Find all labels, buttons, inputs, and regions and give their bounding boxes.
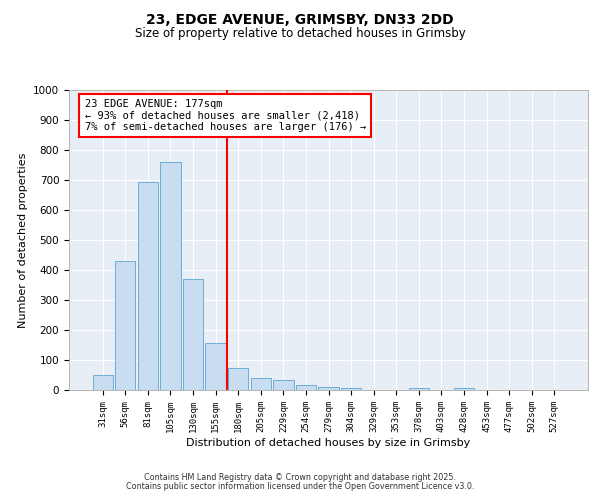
Bar bbox=[454, 388, 474, 390]
Text: Size of property relative to detached houses in Grimsby: Size of property relative to detached ho… bbox=[134, 28, 466, 40]
Bar bbox=[251, 378, 271, 390]
Text: 23, EDGE AVENUE, GRIMSBY, DN33 2DD: 23, EDGE AVENUE, GRIMSBY, DN33 2DD bbox=[146, 12, 454, 26]
Text: Contains HM Land Registry data © Crown copyright and database right 2025.: Contains HM Land Registry data © Crown c… bbox=[144, 473, 456, 482]
X-axis label: Distribution of detached houses by size in Grimsby: Distribution of detached houses by size … bbox=[187, 438, 470, 448]
Bar bbox=[138, 182, 158, 390]
Bar bbox=[319, 387, 338, 390]
Bar bbox=[92, 375, 113, 390]
Text: 23 EDGE AVENUE: 177sqm
← 93% of detached houses are smaller (2,418)
7% of semi-d: 23 EDGE AVENUE: 177sqm ← 93% of detached… bbox=[85, 99, 366, 132]
Bar bbox=[183, 279, 203, 390]
Bar bbox=[409, 388, 429, 390]
Bar bbox=[205, 342, 226, 390]
Bar bbox=[341, 388, 361, 390]
Bar bbox=[160, 162, 181, 390]
Bar bbox=[296, 384, 316, 390]
Bar bbox=[115, 261, 136, 390]
Text: Contains public sector information licensed under the Open Government Licence v3: Contains public sector information licen… bbox=[126, 482, 474, 491]
Y-axis label: Number of detached properties: Number of detached properties bbox=[17, 152, 28, 328]
Bar bbox=[228, 368, 248, 390]
Bar bbox=[273, 380, 293, 390]
